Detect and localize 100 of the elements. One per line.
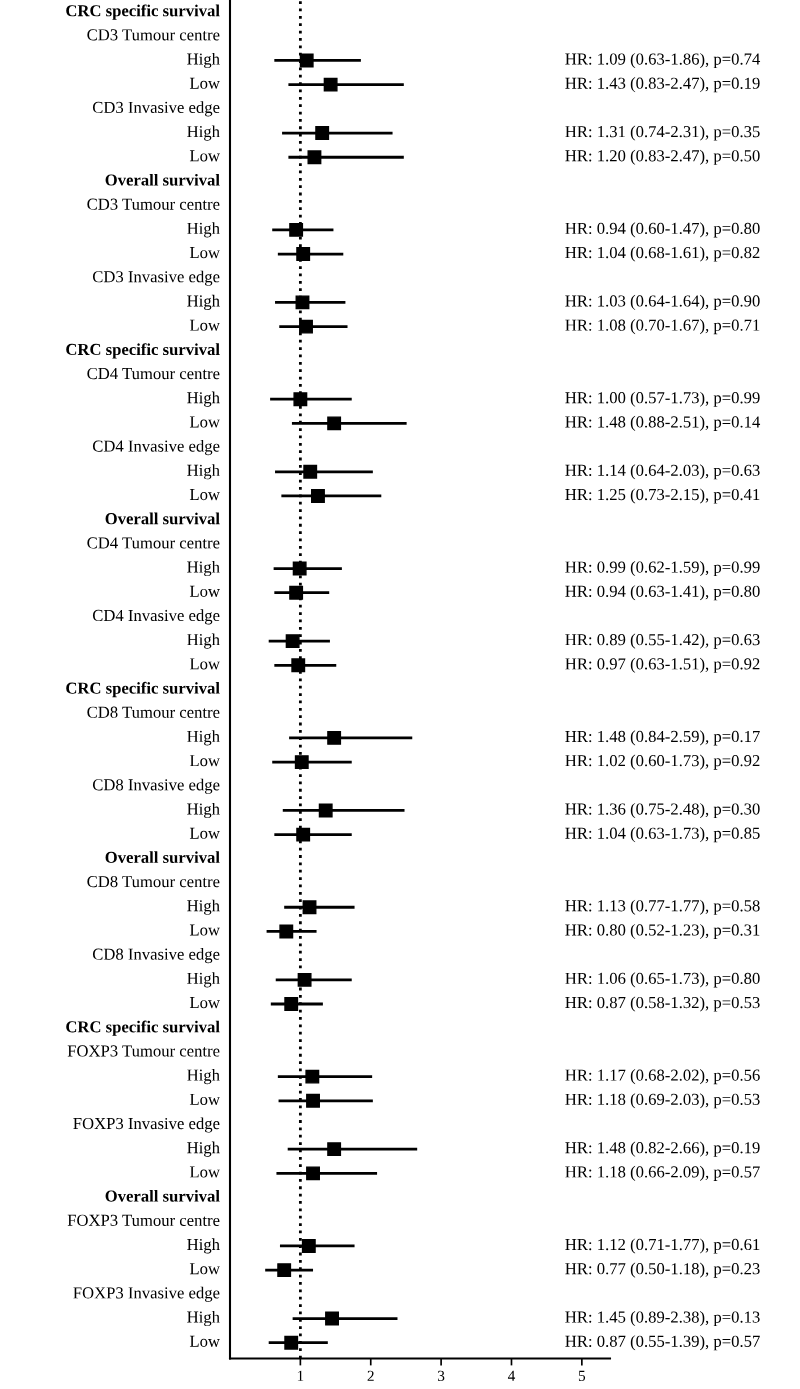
data-label: HR: 1.18 (0.66-2.09), p=0.57	[565, 1165, 760, 1181]
y-tick-label: FOXP3 Tumour centre	[67, 1045, 220, 1057]
y-tick-label: High	[187, 1069, 220, 1085]
point	[325, 1311, 339, 1326]
point	[327, 730, 342, 745]
data-label: HR: 1.09 (0.63-1.86), p=0.74	[565, 52, 761, 69]
point	[277, 1263, 292, 1278]
y-tick-label: High	[187, 222, 220, 238]
data-label: HR: 1.18 (0.69-2.03), p=0.53	[565, 1093, 760, 1109]
data-label: HR: 1.00 (0.57-1.73), p=0.99	[565, 391, 760, 407]
y-tick-label: CD3 Invasive edge	[92, 101, 220, 117]
point	[296, 247, 311, 261]
y-tick-label: Low	[189, 77, 220, 89]
y-tick-label: High	[187, 1310, 220, 1327]
y-tick-label: Low	[189, 319, 220, 331]
point	[327, 1142, 342, 1157]
y-tick-label: High	[187, 633, 220, 649]
y-tick-label: Low	[189, 997, 220, 1009]
y-tick-label: Low	[189, 1093, 220, 1105]
y-tick-label: CD4 Tumour centre	[87, 537, 220, 549]
y-tick-label: Overall survival	[105, 851, 220, 864]
point	[303, 464, 318, 479]
data-label: HR: 1.20 (0.83-2.47), p=0.50	[565, 149, 760, 165]
y-tick-label: CD4 Invasive edge	[92, 439, 220, 456]
y-tick-label: High	[187, 802, 220, 819]
y-tick-label: CRC specific survival	[66, 4, 220, 20]
data-label: HR: 0.89 (0.55-1.42), p=0.63	[565, 633, 760, 649]
y-tick-label: Low	[189, 755, 220, 767]
point	[289, 222, 304, 237]
point	[307, 150, 322, 165]
y-tick-label: Low	[189, 1166, 220, 1178]
point	[285, 634, 300, 649]
y-tick-label: Low	[189, 658, 220, 670]
y-tick-label: Low	[189, 585, 220, 597]
x-tick-label: 5	[578, 1370, 586, 1381]
y-tick-label: High	[187, 294, 220, 310]
y-tick-label: CD8 Tumour centre	[87, 706, 220, 718]
point	[306, 1166, 320, 1181]
point	[318, 803, 333, 818]
data-label: HR: 0.87 (0.58-1.32), p=0.53	[565, 996, 760, 1012]
y-tick-label: CRC specific survival	[66, 343, 220, 359]
x-tick-label: 2	[367, 1370, 374, 1381]
y-tick-label: Low	[189, 1263, 220, 1275]
point	[323, 77, 338, 92]
point	[315, 126, 330, 141]
point	[295, 295, 310, 310]
data-label: HR: 0.77 (0.50-1.18), p=0.23	[565, 1262, 760, 1278]
point	[306, 1093, 320, 1108]
point	[299, 319, 313, 334]
y-tick-label: Low	[189, 924, 220, 936]
y-tick-label: FOXP3 Invasive edge	[73, 1286, 220, 1302]
data-label: HR: 1.14 (0.64-2.03), p=0.63	[565, 464, 760, 480]
data-label: HR: 1.43 (0.83-2.47), p=0.19	[565, 77, 760, 93]
point	[305, 1069, 320, 1084]
data-label: HR: 1.04 (0.68-1.61), p=0.82	[565, 246, 760, 262]
data-label: HR: 1.08 (0.70-1.67), p=0.71	[565, 319, 760, 335]
data-label: HR: 1.25 (0.73-2.15), p=0.41	[565, 488, 760, 504]
data-label: HR: 1.06 (0.65-1.73), p=0.80	[565, 972, 760, 988]
point	[292, 561, 307, 576]
point	[301, 1238, 316, 1253]
point	[284, 997, 299, 1011]
y-tick-label: High	[187, 899, 220, 915]
y-tick-label: CD4 Tumour centre	[87, 367, 220, 380]
x-tick-label: 3	[438, 1370, 445, 1381]
y-tick-label: CD4 Invasive edge	[92, 609, 220, 625]
y-tick-label: CRC specific survival	[66, 1020, 220, 1036]
y-tick-label: High	[187, 125, 220, 141]
data-label: HR: 1.13 (0.77-1.77), p=0.58	[565, 899, 760, 915]
y-tick-label: CD3 Invasive edge	[92, 270, 220, 286]
data-label: HR: 1.48 (0.88-2.51), p=0.14	[565, 415, 761, 431]
point	[327, 416, 342, 431]
y-tick-label: CD8 Invasive edge	[92, 778, 220, 794]
point	[297, 972, 312, 987]
x-tick-label: 1	[297, 1370, 304, 1381]
y-tick-label: Low	[189, 489, 220, 501]
point	[279, 924, 294, 939]
y-tick-label: High	[187, 560, 220, 577]
point	[289, 585, 304, 600]
data-label: HR: 0.80 (0.52-1.23), p=0.31	[565, 923, 760, 939]
data-label: HR: 0.97 (0.63-1.51), p=0.92	[565, 657, 760, 673]
y-tick-label: High	[187, 1141, 220, 1157]
y-tick-label: Low	[189, 827, 220, 839]
y-tick-label: Low	[189, 1335, 220, 1347]
point	[291, 658, 306, 673]
point	[302, 900, 317, 915]
data-label: HR: 1.17 (0.68-2.02), p=0.56	[565, 1069, 760, 1085]
y-tick-label: CD3 Tumour centre	[87, 198, 220, 210]
data-label: HR: 1.45 (0.89-2.38), p=0.13	[565, 1310, 760, 1327]
y-tick-label: High	[187, 730, 220, 746]
data-label: HR: 1.03 (0.64-1.64), p=0.90	[565, 294, 760, 310]
data-label: HR: 1.12 (0.71-1.77), p=0.61	[565, 1238, 760, 1254]
y-tick-label: High	[187, 464, 220, 480]
y-tick-label: High	[187, 391, 220, 407]
data-label: HR: 1.36 (0.75-2.48), p=0.30	[565, 802, 760, 819]
data-label: HR: 0.87 (0.55-1.39), p=0.57	[565, 1335, 760, 1351]
data-label: HR: 1.04 (0.63-1.73), p=0.85	[565, 827, 760, 843]
y-tick-label: FOXP3 Tumour centre	[67, 1214, 220, 1226]
data-label: HR: 1.02 (0.60-1.73), p=0.92	[565, 754, 760, 770]
y-tick-label: CD8 Tumour centre	[87, 875, 220, 888]
x-tick-label: 4	[507, 1370, 516, 1381]
